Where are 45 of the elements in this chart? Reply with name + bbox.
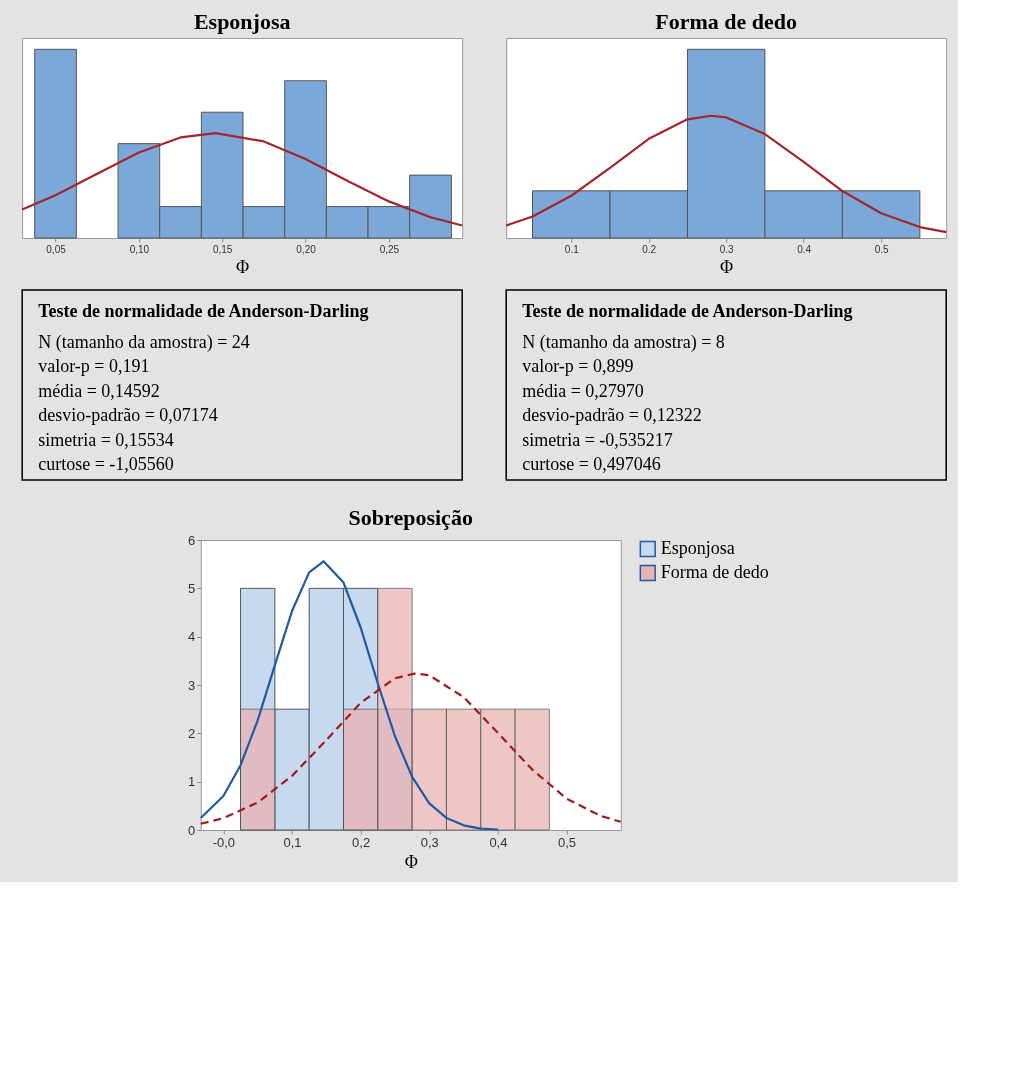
x-tick-label: 0.5 [874,243,890,255]
text: curtose = 0,497046 [522,454,661,474]
x-tick-label: 0,20 [296,243,317,255]
x-axis-title: Φ [720,256,734,277]
x-tick-label: 0,15 [212,243,233,255]
x-tick-label: 0,4 [489,834,508,850]
text: valor-p = 0,191 [38,356,150,376]
legend-label: Forma de dedo [660,562,769,582]
text: N (tamanho da amostra) = 8 [522,331,725,353]
text: média = 0,27970 [522,380,644,401]
x-tick-label: 0,2 [352,834,371,850]
x-tick-label: -0,0 [212,834,236,850]
x-tick-label: 0,5 [558,834,577,850]
text: média = 0,14592 [38,380,160,401]
x-tick-label: 0,3 [420,834,439,850]
chart-title: Sobreposição [348,505,473,530]
text: simetria = -0,535217 [522,429,673,450]
x-tick-label: 0,25 [379,243,400,255]
y-tick-label: 6 [188,532,196,548]
x-tick-label: 0.1 [564,243,580,255]
x-tick-label: 0.3 [719,243,735,255]
y-tick-label: 0 [188,822,196,838]
text: desvio-padrão = 0,12322 [522,405,702,425]
text: simetria = 0,15534 [38,429,174,450]
text: desvio-padrão = 0,07174 [38,405,218,425]
y-tick-label: 4 [188,629,196,645]
x-tick-label: 0.2 [642,243,657,255]
y-tick-label: 3 [188,677,196,693]
chart-title: Esponjosa [193,9,291,34]
x-tick-label: 0,10 [129,243,150,255]
text: Teste de normalidade de Anderson-Darling [522,301,853,321]
text: valor-p = 0,899 [522,356,634,376]
legend-label: Esponjosa [660,538,735,558]
y-tick-label: 1 [188,774,196,790]
x-axis-title: Φ [404,851,418,872]
y-tick-label: 2 [188,725,196,741]
text: N (tamanho da amostra) = 24 [38,331,250,353]
y-tick-label: 5 [188,580,196,596]
text: Teste de normalidade de Anderson-Darling [38,301,369,321]
x-axis-title: Φ [236,256,250,277]
x-tick-label: 0.4 [797,243,812,255]
text: curtose = -1,05560 [38,454,174,474]
x-tick-label: 0,05 [46,243,67,255]
chart-title: Forma de dedo [655,9,798,34]
x-tick-label: 0,1 [283,834,302,850]
